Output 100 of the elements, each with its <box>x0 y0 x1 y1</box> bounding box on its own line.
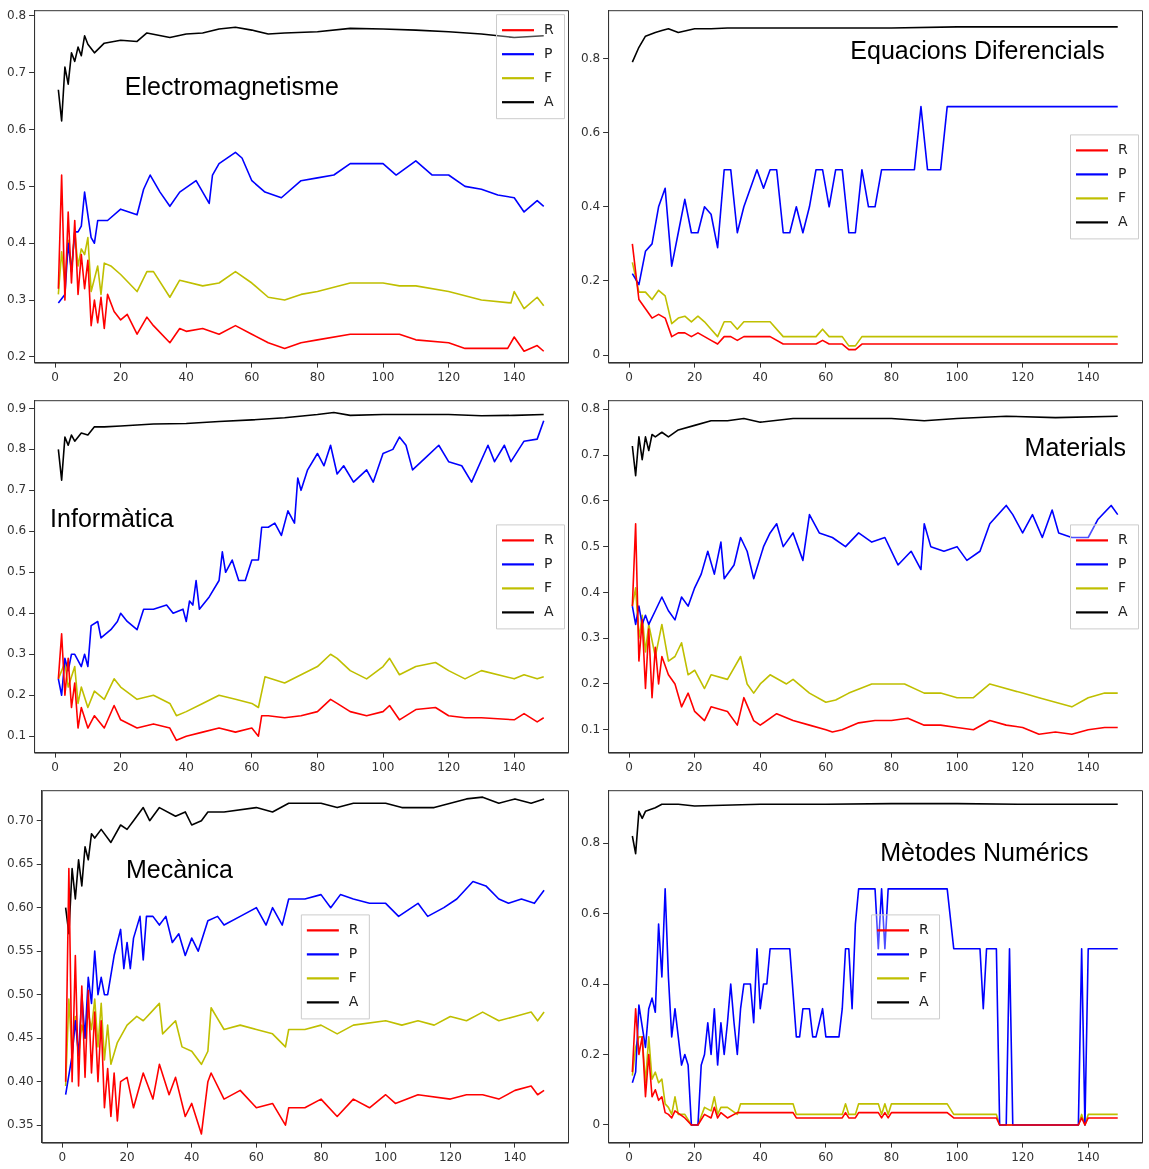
legend-label: P <box>544 555 553 572</box>
x-tick-label: 20 <box>687 759 703 774</box>
y-tick-label: 0.1 <box>580 721 601 736</box>
legend-label: A <box>1118 603 1128 620</box>
x-tick-label: 60 <box>244 369 260 384</box>
y-tick-label: 0.3 <box>580 630 601 645</box>
y-tick-label: 0.70 <box>7 812 34 827</box>
x-tick-label: 140 <box>1076 1149 1100 1164</box>
legend-label: F <box>1118 189 1127 206</box>
x-tick-label: 140 <box>502 759 526 774</box>
text: Mecànica <box>125 855 234 884</box>
legend-label: F <box>348 969 357 986</box>
x-tick-label: 140 <box>1076 369 1100 384</box>
text: Electromagnetisme <box>124 71 339 100</box>
legend-label: F <box>544 579 553 596</box>
x-tick-label: 80 <box>883 759 900 774</box>
x-tick-label: 20 <box>113 759 129 774</box>
x-tick-label: 20 <box>113 369 129 384</box>
y-tick-label: 0.8 <box>580 50 601 65</box>
x-tick-label: 60 <box>244 759 260 774</box>
x-tick-label: 140 <box>502 369 526 384</box>
y-tick-label: 0.4 <box>580 584 601 599</box>
legend-label: F <box>544 68 553 85</box>
legend-label: P <box>919 945 928 962</box>
legend-label: P <box>1118 165 1127 182</box>
x-tick-label: 120 <box>1011 1149 1035 1164</box>
x-tick-label: 40 <box>178 759 194 774</box>
x-tick-label: 0 <box>625 1149 633 1164</box>
y-tick-label: 0.8 <box>6 441 27 456</box>
x-tick-label: 100 <box>945 1149 969 1164</box>
y-tick-label: 0.2 <box>580 1046 601 1061</box>
x-tick-label: 80 <box>309 759 326 774</box>
legend-label: R <box>544 531 554 548</box>
legend-label: A <box>544 603 554 620</box>
y-tick-label: 0.7 <box>6 64 27 79</box>
x-tick-label: 120 <box>1011 759 1035 774</box>
x-tick-label: 20 <box>687 369 703 384</box>
y-tick-label: 0.60 <box>7 899 34 914</box>
x-tick-label: 0 <box>51 369 59 384</box>
x-tick-label: 80 <box>883 369 900 384</box>
y-tick-label: 0.6 <box>6 523 27 538</box>
x-tick-label: 100 <box>945 369 969 384</box>
x-tick-label: 80 <box>313 1149 329 1164</box>
legend-label: R <box>348 921 359 938</box>
legend-label: R <box>919 921 930 938</box>
y-tick-label: 0.8 <box>580 401 601 416</box>
legend-label: R <box>1118 531 1128 548</box>
y-tick-label: 0.4 <box>6 605 27 620</box>
y-tick-label: 0.9 <box>6 400 27 415</box>
x-tick-label: 120 <box>437 759 461 774</box>
y-tick-label: 0.4 <box>580 198 601 213</box>
y-tick-label: 0 <box>592 1117 601 1132</box>
legend-label: P <box>1118 555 1127 572</box>
x-tick-label: 20 <box>119 1149 135 1164</box>
y-tick-label: 0.7 <box>6 482 27 497</box>
y-tick-label: 0.5 <box>6 178 27 193</box>
x-tick-label: 40 <box>752 1149 768 1164</box>
x-tick-label: 120 <box>438 1149 462 1164</box>
legend-label: A <box>919 993 930 1010</box>
x-tick-label: 60 <box>248 1149 265 1164</box>
y-tick-label: 0.35 <box>7 1117 34 1132</box>
x-tick-label: 0 <box>625 759 633 774</box>
legend-label: R <box>1118 141 1128 158</box>
x-tick-label: 40 <box>752 369 768 384</box>
y-tick-label: 0.3 <box>6 292 27 307</box>
x-tick-label: 40 <box>752 759 768 774</box>
y-tick-label: 0.6 <box>6 121 27 136</box>
text: Materials <box>1024 433 1126 462</box>
legend-label: P <box>348 945 358 962</box>
y-tick-label: 0.2 <box>6 349 27 364</box>
x-tick-label: 100 <box>945 759 969 774</box>
text: Informàtica <box>50 503 174 532</box>
legend-label: F <box>1118 579 1127 596</box>
legend-label: A <box>1118 213 1128 230</box>
x-tick-label: 100 <box>371 369 395 384</box>
x-tick-label: 0 <box>625 369 633 384</box>
y-tick-label: 0.4 <box>580 976 601 991</box>
text: Mètodes Numérics <box>880 837 1089 866</box>
y-tick-label: 0.2 <box>580 676 601 691</box>
y-tick-label: 0.45 <box>7 1030 34 1045</box>
x-tick-label: 80 <box>309 369 326 384</box>
x-tick-label: 120 <box>437 369 461 384</box>
y-tick-label: 0.4 <box>6 235 27 250</box>
y-tick-label: 0.3 <box>6 646 27 661</box>
x-tick-label: 0 <box>51 759 59 774</box>
x-tick-label: 100 <box>374 1149 398 1164</box>
x-tick-label: 40 <box>178 369 194 384</box>
legend-label: A <box>348 993 359 1010</box>
y-tick-label: 0.7 <box>580 447 601 462</box>
y-tick-label: 0.40 <box>7 1073 34 1088</box>
y-tick-label: 0.8 <box>6 8 27 23</box>
y-tick-label: 0.2 <box>580 273 601 288</box>
x-tick-label: 60 <box>818 369 834 384</box>
y-tick-label: 0.1 <box>6 728 27 743</box>
x-tick-label: 80 <box>883 1149 900 1164</box>
x-tick-label: 60 <box>818 1149 834 1164</box>
y-tick-label: 0.6 <box>580 124 601 139</box>
y-tick-label: 0.5 <box>6 564 27 579</box>
y-tick-label: 0.6 <box>580 905 601 920</box>
text: Equacions Diferencials <box>850 36 1105 65</box>
